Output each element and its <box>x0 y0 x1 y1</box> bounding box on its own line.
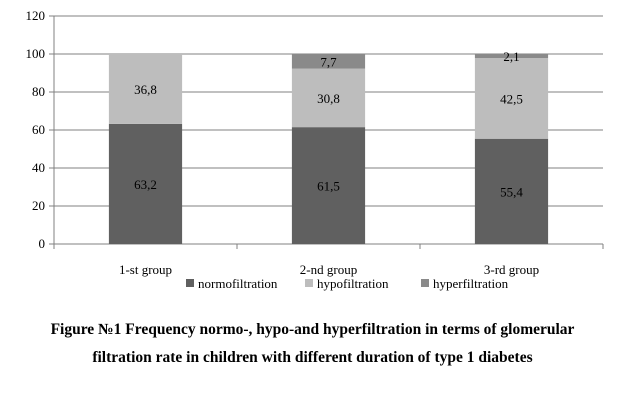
data-labels: 63,2 36,8 61,5 30,8 7,7 55,4 42,5 2,1 <box>134 49 523 199</box>
legend-label: hypofiltration <box>317 276 389 291</box>
legend-swatch <box>305 279 313 287</box>
data-label: 42,5 <box>500 91 523 106</box>
legend-swatch <box>421 279 429 287</box>
bars <box>108 54 549 244</box>
data-label: 61,5 <box>317 179 340 194</box>
bar-normofiltration <box>474 138 549 244</box>
y-tick-label: 120 <box>26 8 46 23</box>
bar-hyperfiltration <box>291 54 366 69</box>
legend-label: normofiltration <box>198 276 278 291</box>
bar-hyperfiltration <box>474 54 549 58</box>
y-tick-label: 40 <box>32 160 45 175</box>
legend-swatch <box>186 279 194 287</box>
y-tick-label: 100 <box>26 46 46 61</box>
data-label: 7,7 <box>320 54 337 69</box>
bar-normofiltration <box>291 127 366 244</box>
category-label: 2-nd group <box>300 262 357 277</box>
bar-hypofiltration <box>291 68 366 128</box>
category-label: 1-st group <box>119 262 172 277</box>
data-label: 55,4 <box>500 184 523 199</box>
y-tick-label: 0 <box>39 236 46 251</box>
data-label: 30,8 <box>317 91 340 106</box>
y-tick-label: 20 <box>32 198 45 213</box>
bar-hypofiltration <box>108 54 183 124</box>
category-label: 3-rd group <box>484 262 539 277</box>
y-tick-label: 80 <box>32 84 45 99</box>
bar-normofiltration <box>108 123 183 244</box>
stacked-bar-chart: 0 20 40 60 80 100 120 1-st group 2-nd group 3-rd … <box>26 8 604 291</box>
y-tick-label: 60 <box>32 122 45 137</box>
data-label: 2,1 <box>503 49 519 64</box>
legend-label: hyperfiltration <box>433 276 509 291</box>
data-label: 63,2 <box>134 177 157 192</box>
figure-caption: Figure №1 Frequency normo-, hypo-and hyp… <box>50 321 575 366</box>
data-label: 36,8 <box>134 82 157 97</box>
legend: normofiltration hypofiltration hyperfiltra… <box>186 276 509 291</box>
bar-hypofiltration <box>474 57 549 139</box>
